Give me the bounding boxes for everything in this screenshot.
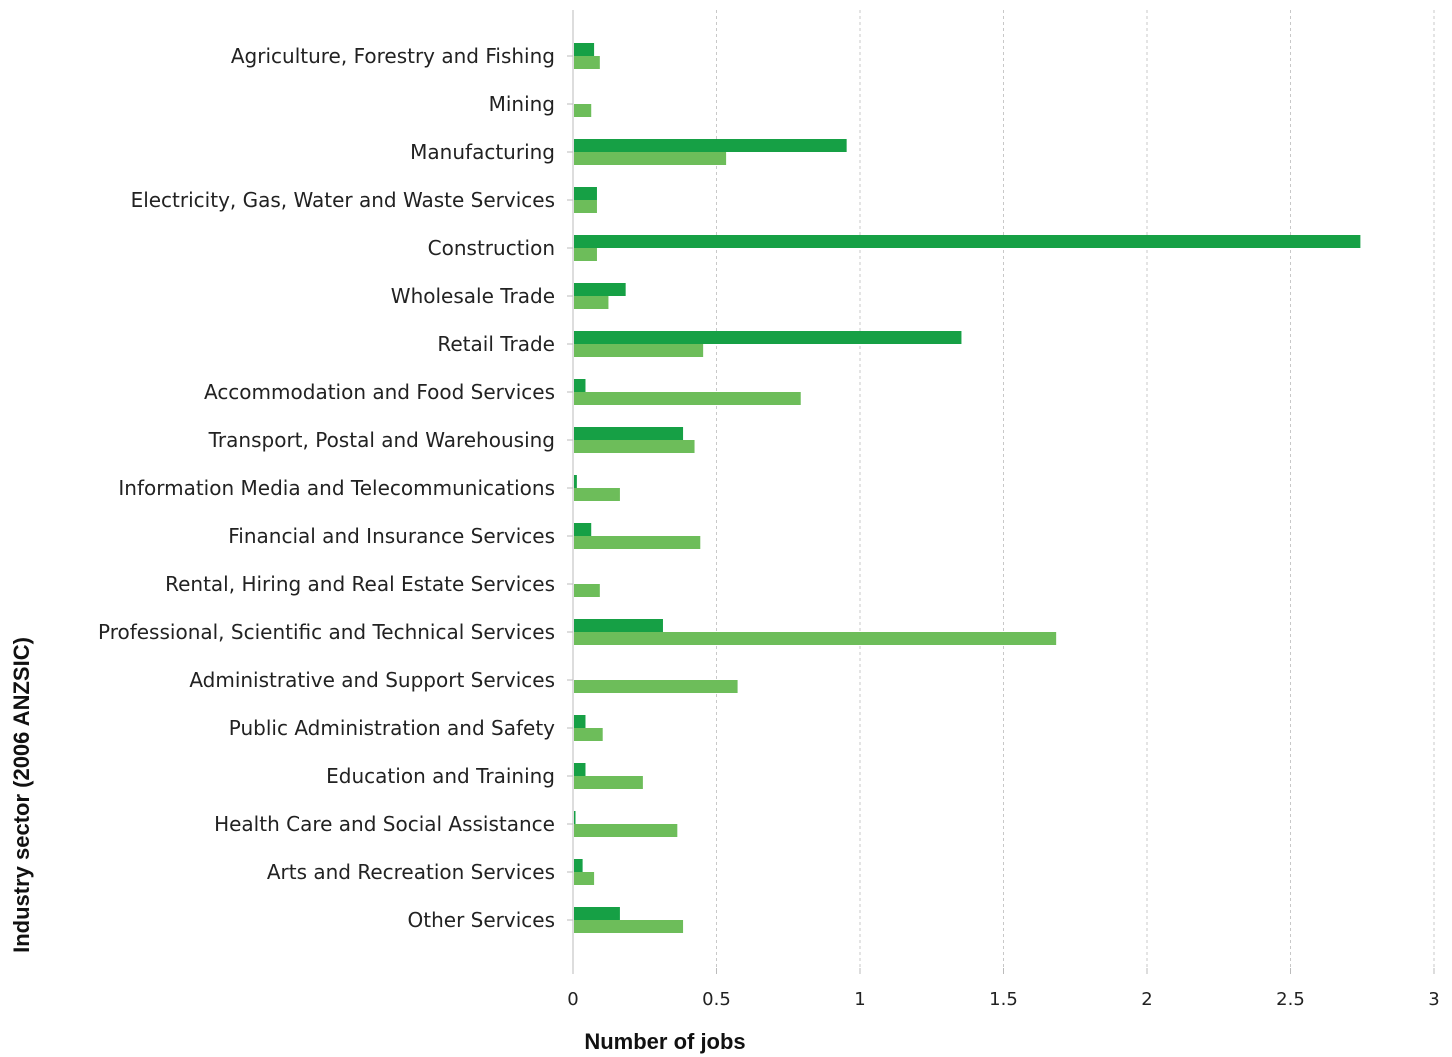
bar-series-1 (574, 379, 586, 392)
bar-series-1 (574, 283, 626, 296)
x-tick-label: 2.5 (1276, 989, 1305, 1010)
x-tick-label: 0.5 (702, 989, 731, 1010)
bar-series-2 (574, 920, 684, 933)
category-label: Electricity, Gas, Water and Waste Servic… (131, 188, 555, 212)
bar-series-2 (574, 488, 620, 501)
bar-series-1 (574, 187, 597, 200)
bar-series-2 (574, 776, 643, 789)
x-tick-label: 1 (854, 989, 865, 1010)
axes (567, 10, 1435, 974)
bar-series-2 (574, 344, 704, 357)
bar-series-1 (574, 763, 586, 776)
category-label: Transport, Postal and Warehousing (208, 428, 555, 452)
category-label: Health Care and Social Assistance (214, 812, 555, 836)
bar-series-2 (574, 632, 1057, 645)
x-tick-label: 0 (567, 989, 578, 1010)
bar-series-2 (574, 584, 600, 597)
bar-series-2 (574, 680, 738, 693)
category-label: Financial and Insurance Services (228, 524, 555, 548)
category-label: Public Administration and Safety (229, 716, 555, 740)
bar-series-1 (574, 859, 583, 872)
bar-series-2 (574, 152, 727, 165)
bar-series-2 (574, 56, 600, 69)
x-tick-label: 3 (1428, 989, 1439, 1010)
category-label: Education and Training (326, 764, 555, 788)
bars (574, 43, 1361, 933)
bar-series-1 (574, 43, 595, 56)
bar-series-1 (574, 619, 663, 632)
x-tick-label: 1.5 (989, 989, 1018, 1010)
category-label: Wholesale Trade (391, 284, 555, 308)
labels: 0 0.5 1 1.5 2 2.5 3 Agriculture, Forestry and F… (98, 44, 1440, 1010)
category-label: Other Services (408, 908, 555, 932)
category-label: Rental, Hiring and Real Estate Services (165, 572, 555, 596)
category-label: Administrative and Support Services (189, 668, 555, 692)
category-label: Arts and Recreation Services (267, 860, 555, 884)
bar-series-2 (574, 728, 603, 741)
category-label: Construction (428, 236, 555, 260)
bar-series-2 (574, 440, 695, 453)
gridlines (716, 10, 1435, 968)
bar-series-1 (574, 715, 586, 728)
bar-series-1 (574, 331, 962, 344)
y-axis-title: Industry sector (2006 ANZSIC) (9, 637, 34, 953)
category-label: Agriculture, Forestry and Fishing (231, 44, 555, 68)
bar-series-1 (574, 475, 577, 488)
bar-series-1 (574, 523, 592, 536)
bar-series-1 (574, 139, 847, 152)
x-tick-label: 2 (1141, 989, 1152, 1010)
bar-series-2 (574, 296, 609, 309)
bar-series-2 (574, 872, 595, 885)
bar-series-2 (574, 824, 678, 837)
category-label: Retail Trade (437, 332, 555, 356)
category-label: Mining (489, 92, 555, 116)
bar-series-2 (574, 200, 597, 213)
category-label: Professional, Scientific and Technical S… (98, 620, 555, 644)
bar-series-2 (574, 104, 592, 117)
category-label: Accommodation and Food Services (204, 380, 555, 404)
category-label: Manufacturing (410, 140, 555, 164)
category-label: Information Media and Telecommunications (118, 476, 555, 500)
bar-series-1 (574, 907, 620, 920)
bar-series-2 (574, 536, 701, 549)
bar-series-2 (574, 392, 801, 405)
bar-series-1 (574, 235, 1361, 248)
bar-series-1 (574, 427, 684, 440)
bar-series-1 (574, 811, 576, 824)
bar-series-2 (574, 248, 597, 261)
x-axis-title: Number of jobs (584, 1029, 745, 1054)
